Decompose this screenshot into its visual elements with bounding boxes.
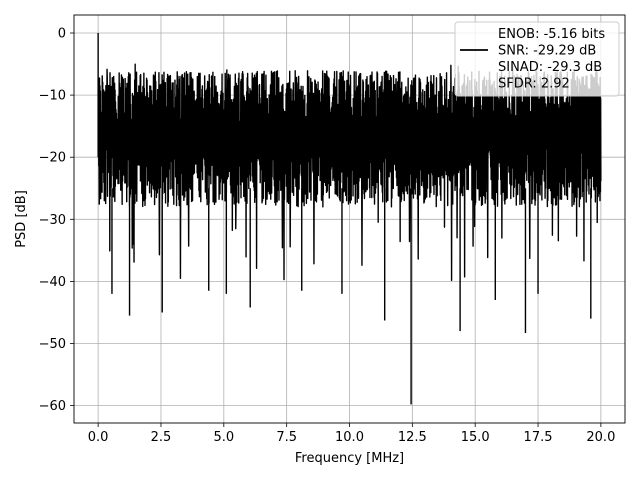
legend-entry-label: SFDR: 2.92 <box>498 77 570 92</box>
legend-entry-label: SNR: -29.29 dB <box>498 44 596 59</box>
legend-entry-label: ENOB: -5.16 bits <box>498 27 605 42</box>
x-tick-label: 2.5 <box>151 430 172 445</box>
x-tick-label: 7.5 <box>276 430 297 445</box>
y-tick-label: −10 <box>39 89 66 104</box>
x-tick-label: 12.5 <box>398 430 427 445</box>
y-tick-label: −40 <box>39 275 66 290</box>
psd-series-line <box>97 33 602 405</box>
psd-trace <box>97 33 602 405</box>
y-axis-label: PSD [dB] <box>14 190 29 248</box>
y-tick-label: −60 <box>39 399 66 414</box>
y-tick-label: −30 <box>39 213 66 228</box>
x-tick-label: 10.0 <box>335 430 364 445</box>
legend-entry-label: SINAD: -29.3 dB <box>498 60 602 75</box>
x-tick-label: 17.5 <box>524 430 553 445</box>
y-tick-label: −20 <box>39 151 66 166</box>
x-tick-label: 15.0 <box>461 430 490 445</box>
x-tick-label: 20.0 <box>586 430 615 445</box>
x-axis-ticks: 0.0 2.5 5.0 7.5 10.0 12.5 15.0 17.5 20.0 <box>88 423 615 445</box>
x-axis-label: Frequency [MHz] <box>295 451 404 466</box>
y-axis-ticks: 0 −10 −20 −30 −40 −50 −60 <box>39 27 74 414</box>
y-tick-label: 0 <box>58 27 66 42</box>
legend-box <box>454 21 620 97</box>
y-tick-label: −50 <box>39 337 66 352</box>
x-tick-label: 5.0 <box>213 430 234 445</box>
x-tick-label: 0.0 <box>88 430 109 445</box>
